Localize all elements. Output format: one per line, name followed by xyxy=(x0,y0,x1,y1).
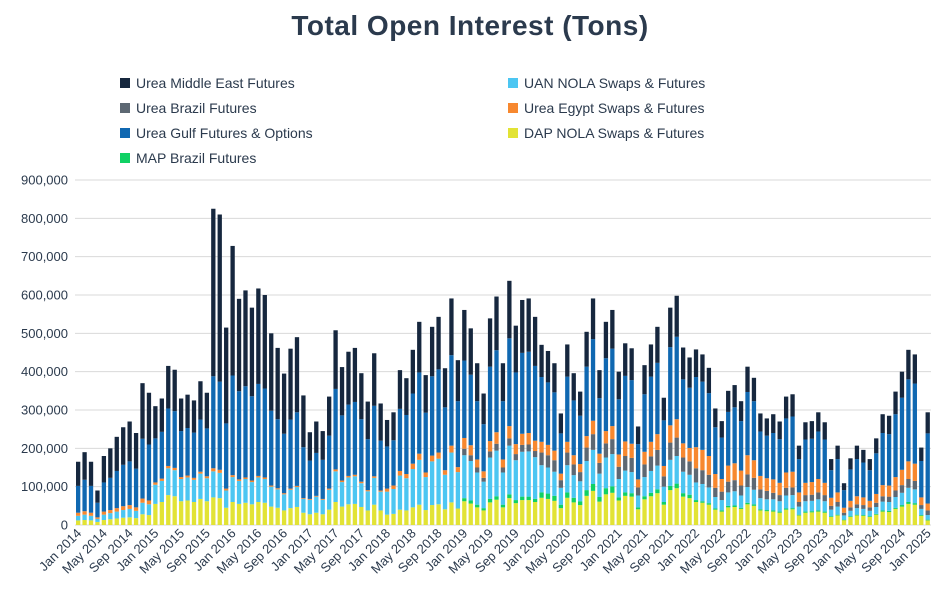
series-dap-nola-swaps-futures xyxy=(76,488,930,525)
svg-text:700,000: 700,000 xyxy=(21,249,68,264)
legend-swatch-icon xyxy=(508,102,518,113)
svg-text:300,000: 300,000 xyxy=(21,403,68,418)
legend-label: DAP NOLA Swaps & Futures xyxy=(524,124,705,141)
svg-text:800,000: 800,000 xyxy=(21,211,68,226)
series-urea-egypt-swaps-futures xyxy=(76,419,930,519)
svg-text:600,000: 600,000 xyxy=(21,288,68,303)
series-urea-gulf-futures-options xyxy=(76,336,930,518)
legend-label: Urea Egypt Swaps & Futures xyxy=(524,99,705,116)
legend-label: Urea Brazil Futures xyxy=(136,99,257,116)
legend-label: Urea Gulf Futures & Options xyxy=(136,124,313,141)
legend-swatch-icon xyxy=(120,77,130,88)
svg-text:0: 0 xyxy=(61,518,68,533)
legend-swatch-icon xyxy=(120,102,130,113)
y-axis-labels: 0 100,000 200,000 300,000 400,000 500,000 600,… xyxy=(21,173,68,533)
legend-swatch-icon xyxy=(508,77,518,88)
legend-label: Urea Middle East Futures xyxy=(136,74,295,91)
series-map-brazil-futures xyxy=(462,483,930,521)
legend-item: DAP NOLA Swaps & Futures xyxy=(508,125,705,141)
svg-text:400,000: 400,000 xyxy=(21,364,68,379)
legend-swatch-icon xyxy=(120,152,130,163)
svg-text:200,000: 200,000 xyxy=(21,441,68,456)
legend-swatch-icon xyxy=(508,127,518,138)
svg-text:100,000: 100,000 xyxy=(21,479,68,494)
legend-swatch-icon xyxy=(120,127,130,138)
series-uan-nola-swaps-futures xyxy=(76,445,930,522)
legend-label: UAN NOLA Swaps & Futures xyxy=(524,74,706,91)
series-urea-brazil-futures xyxy=(462,434,930,516)
legend-label: MAP Brazil Futures xyxy=(136,149,257,166)
legend-item: Urea Gulf Futures & Options xyxy=(120,125,508,141)
series-urea-middle-east-futures xyxy=(76,208,930,503)
legend-item: Urea Egypt Swaps & Futures xyxy=(508,100,705,116)
legend-item: Urea Middle East Futures xyxy=(120,75,508,91)
legend-item: MAP Brazil Futures xyxy=(120,150,508,166)
page-title: Total Open Interest (Tons) xyxy=(291,10,649,41)
legend-item: UAN NOLA Swaps & Futures xyxy=(508,75,705,91)
legend-item: Urea Brazil Futures xyxy=(120,100,508,116)
svg-text:900,000: 900,000 xyxy=(21,173,68,188)
svg-text:500,000: 500,000 xyxy=(21,326,68,341)
chart-legend: Urea Middle East Futures UAN NOLA Swaps &… xyxy=(120,70,705,170)
